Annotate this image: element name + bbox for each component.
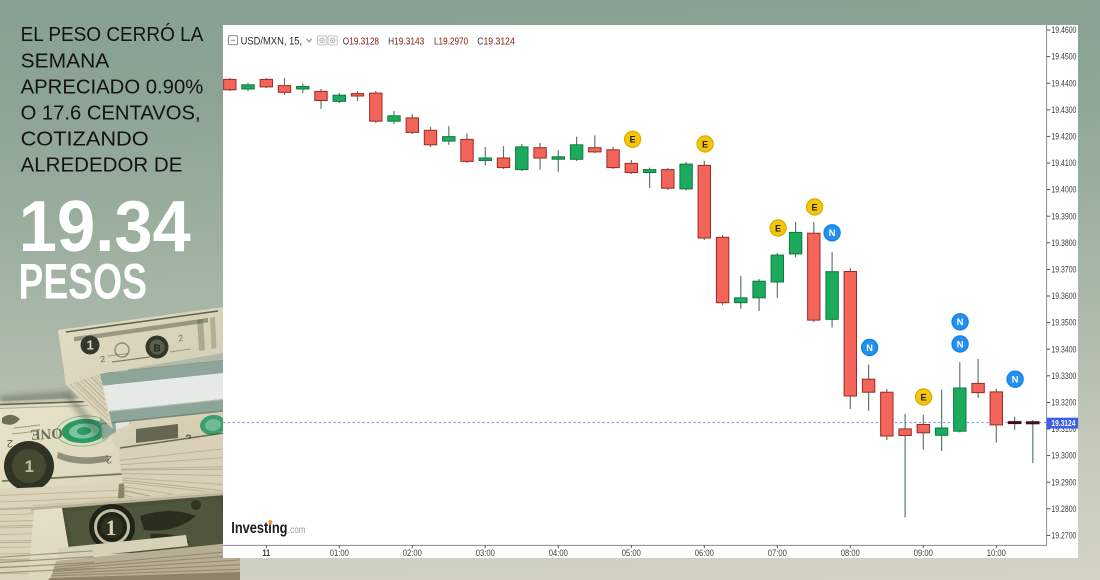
- svg-text:19.4500: 19.4500: [1051, 52, 1076, 62]
- svg-text:E: E: [629, 135, 635, 145]
- svg-text:19.4100: 19.4100: [1051, 158, 1076, 168]
- svg-text:.com: .com: [288, 525, 306, 536]
- svg-text:19.4000: 19.4000: [1051, 185, 1076, 195]
- svg-text:H19.3143: H19.3143: [388, 36, 425, 47]
- svg-text:1: 1: [87, 338, 94, 353]
- svg-text:2: 2: [7, 437, 13, 449]
- svg-text:O 17.6 CENTAVOS,: O 17.6 CENTAVOS,: [21, 103, 201, 125]
- svg-text:19.3300: 19.3300: [1051, 371, 1076, 381]
- svg-text:2: 2: [185, 432, 192, 446]
- svg-text:N: N: [957, 339, 964, 349]
- svg-text:05:00: 05:00: [622, 548, 641, 558]
- svg-text:19.34: 19.34: [19, 187, 191, 267]
- svg-text:C19.3124: C19.3124: [477, 36, 515, 47]
- svg-text:ONE: ONE: [30, 424, 63, 442]
- svg-text:B: B: [154, 344, 161, 355]
- svg-text:19.2900: 19.2900: [1051, 477, 1076, 487]
- svg-text:03:00: 03:00: [476, 548, 495, 558]
- svg-text:E: E: [702, 139, 708, 149]
- svg-text:E: E: [775, 223, 781, 233]
- svg-text:E: E: [811, 202, 817, 212]
- svg-text:19.3700: 19.3700: [1051, 265, 1076, 275]
- svg-text:19.3600: 19.3600: [1051, 291, 1076, 301]
- svg-text:19.3500: 19.3500: [1051, 318, 1076, 328]
- svg-text:SEMANA: SEMANA: [21, 50, 110, 72]
- svg-text:N: N: [957, 317, 964, 327]
- svg-text:19.4400: 19.4400: [1051, 78, 1076, 88]
- svg-text:19.3124: 19.3124: [1051, 419, 1075, 428]
- svg-text:01:00: 01:00: [330, 548, 349, 558]
- svg-text:2: 2: [99, 354, 105, 365]
- svg-text:19.3800: 19.3800: [1051, 238, 1076, 248]
- svg-text:N: N: [829, 228, 836, 238]
- svg-text:L19.2970: L19.2970: [434, 36, 469, 47]
- svg-text:19.2800: 19.2800: [1051, 504, 1076, 514]
- svg-text:Investing: Investing: [231, 520, 287, 537]
- svg-text:19.3900: 19.3900: [1051, 211, 1076, 221]
- svg-text:COTIZANDO: COTIZANDO: [21, 129, 149, 151]
- svg-text:07:00: 07:00: [768, 548, 787, 558]
- svg-text:1: 1: [106, 515, 117, 540]
- svg-text:06:00: 06:00: [695, 548, 714, 558]
- svg-text:19.3000: 19.3000: [1051, 451, 1076, 461]
- svg-text:09:00: 09:00: [914, 548, 933, 558]
- svg-text:11: 11: [262, 548, 270, 558]
- svg-text:19.4300: 19.4300: [1051, 105, 1076, 115]
- svg-text:PESOS: PESOS: [19, 254, 148, 310]
- svg-text:E: E: [920, 392, 926, 402]
- svg-text:19.4600: 19.4600: [1051, 25, 1076, 35]
- svg-text:19.3100: 19.3100: [1051, 424, 1076, 434]
- svg-text:ALREDEDOR DE: ALREDEDOR DE: [21, 155, 183, 177]
- svg-text:1: 1: [25, 457, 34, 476]
- svg-text:19.3200: 19.3200: [1051, 398, 1076, 408]
- svg-text:19.3400: 19.3400: [1051, 344, 1076, 354]
- svg-text:19.4200: 19.4200: [1051, 132, 1076, 142]
- svg-text:08:00: 08:00: [841, 548, 860, 558]
- svg-text:04:00: 04:00: [549, 548, 568, 558]
- svg-text:2: 2: [177, 333, 183, 344]
- svg-text:02:00: 02:00: [403, 548, 422, 558]
- svg-text:19.2700: 19.2700: [1051, 531, 1076, 541]
- svg-text:EL PESO CERRÓ LA: EL PESO CERRÓ LA: [21, 23, 204, 46]
- svg-text:N: N: [1012, 375, 1019, 385]
- svg-text:N: N: [866, 343, 873, 353]
- svg-text:USD/MXN, 15,: USD/MXN, 15,: [240, 36, 302, 48]
- svg-text:2: 2: [106, 453, 113, 465]
- svg-text:APRECIADO 0.90%: APRECIADO 0.90%: [21, 76, 204, 98]
- svg-text:10:00: 10:00: [987, 548, 1006, 558]
- svg-text:O19.3128: O19.3128: [343, 36, 380, 47]
